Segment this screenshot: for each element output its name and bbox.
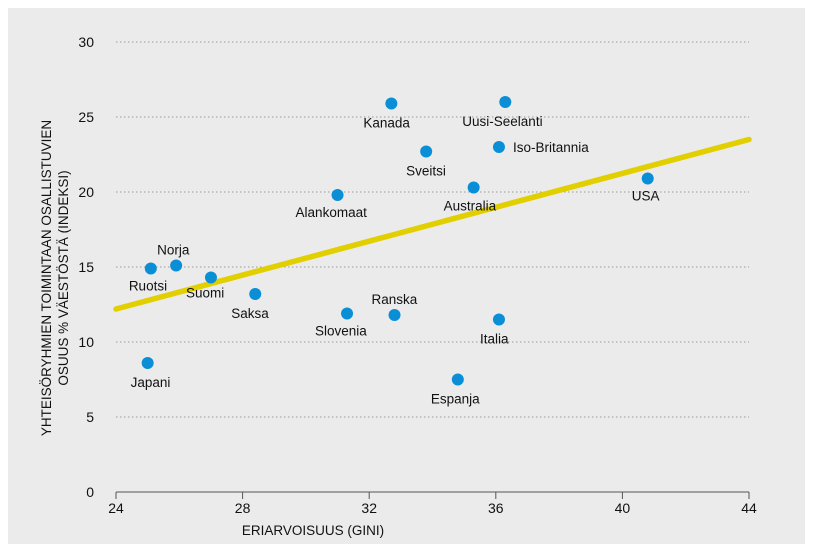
- axis-layer: 0 5 10 15 20 25 30 24 28 32 36 40 44: [78, 34, 757, 516]
- data-point: [170, 259, 183, 272]
- data-point-label: Alankomaat: [296, 205, 368, 220]
- data-point: [492, 313, 505, 326]
- x-axis-title: ERIARVOISUUS (GINI): [242, 523, 384, 538]
- data-point-label: Espanja: [431, 392, 480, 407]
- data-point: [492, 141, 505, 153]
- y-tick-label: 20: [78, 184, 94, 200]
- y-axis-title-line-2: OSUUS % VÄESTÖSTÄ (INDEKSI): [56, 170, 71, 385]
- scatter-chart: 0 5 10 15 20 25 30 24 28 32 36 40 44 Japani Ruotsi Nor…: [39, 34, 757, 538]
- data-point: [144, 262, 157, 275]
- data-point: [499, 96, 512, 108]
- data-point: [249, 288, 262, 300]
- data-point-label: Norja: [157, 243, 190, 258]
- y-axis-title: YHTEISÖRYHMIEN TOIMINTAAN OSALLISTUVIEN …: [39, 120, 71, 436]
- x-tick-label: 40: [615, 500, 631, 516]
- label-layer: Japani Ruotsi Norja Suomi Saksa Alankomaat Slo…: [129, 114, 660, 407]
- data-point-label: Kanada: [363, 116, 410, 131]
- trend-layer: [113, 136, 752, 312]
- data-point-label: Uusi-Seelanti: [462, 114, 542, 129]
- data-point: [388, 309, 401, 321]
- y-tick-label: 10: [78, 334, 94, 350]
- data-point: [385, 97, 398, 110]
- data-point: [467, 181, 480, 194]
- data-point: [641, 172, 654, 185]
- data-point-label: Japani: [131, 375, 171, 390]
- y-tick-label: 15: [78, 259, 94, 275]
- x-tick-label: 36: [488, 500, 504, 516]
- y-tick-label: 5: [86, 409, 94, 425]
- x-tick-label: 28: [235, 500, 251, 516]
- point-layer: [141, 96, 654, 386]
- data-point: [204, 271, 217, 284]
- chart-panel: 0 5 10 15 20 25 30 24 28 32 36 40 44 Japani Ruotsi Nor…: [8, 8, 805, 544]
- grid-layer: [116, 41, 749, 418]
- data-point-label: Suomi: [186, 286, 224, 301]
- data-point: [451, 373, 464, 386]
- data-point-label: Iso-Britannia: [513, 140, 589, 155]
- data-point-label: Slovenia: [315, 324, 367, 339]
- data-point-label: Saksa: [231, 306, 269, 321]
- data-point-label: Ranska: [372, 292, 418, 307]
- data-point: [420, 145, 433, 158]
- trend-line: [113, 136, 752, 312]
- data-point-label: Ruotsi: [129, 279, 167, 294]
- y-tick-label: 25: [78, 109, 94, 125]
- y-axis-title-line-1: YHTEISÖRYHMIEN TOIMINTAAN OSALLISTUVIEN: [39, 120, 54, 436]
- y-tick-label: 0: [86, 484, 94, 500]
- x-tick-label: 32: [361, 500, 377, 516]
- x-tick-label: 24: [108, 500, 124, 516]
- x-tick-label: 44: [741, 500, 757, 516]
- data-point: [331, 189, 344, 201]
- y-tick-label: 30: [78, 34, 94, 50]
- data-point-label: USA: [632, 189, 660, 204]
- data-point: [141, 357, 154, 369]
- data-point-label: Australia: [444, 199, 497, 214]
- data-point-label: Italia: [480, 332, 509, 347]
- data-point-label: Sveitsi: [406, 164, 446, 179]
- data-point: [341, 307, 354, 320]
